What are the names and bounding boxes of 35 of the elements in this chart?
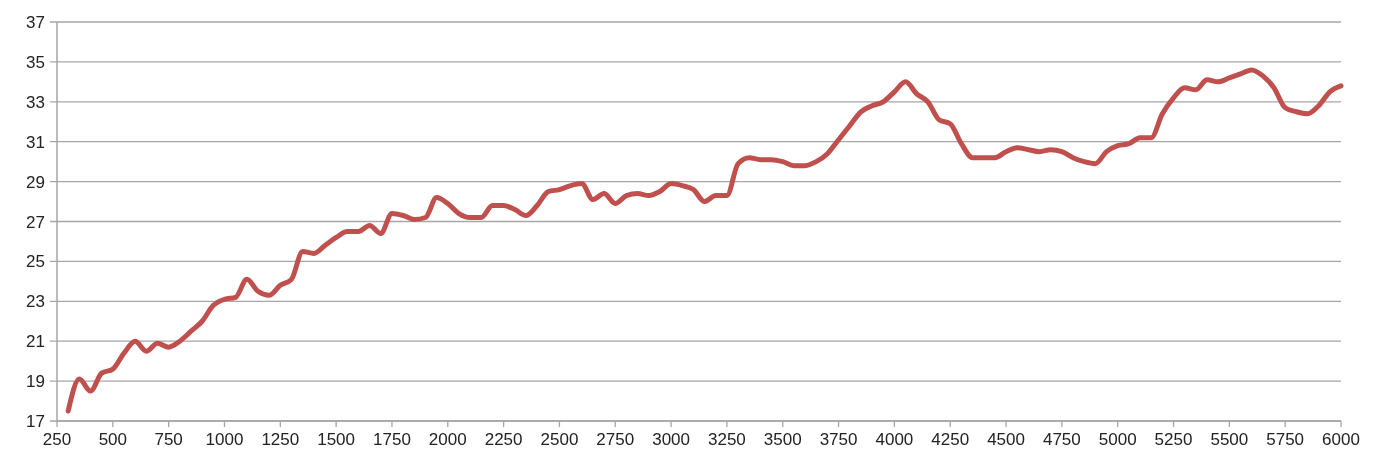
x-tick-label: 6000 [1322, 430, 1360, 449]
x-tick-label: 3750 [819, 430, 858, 449]
x-tick-label: 2250 [484, 430, 523, 449]
x-tick-label: 5500 [1210, 430, 1249, 449]
x-tick-label: 3000 [652, 430, 690, 449]
x-tick-label: 500 [98, 430, 128, 449]
y-tick-label: 21 [26, 332, 45, 352]
x-tick-label: 5250 [1154, 430, 1193, 449]
y-tick-label: 35 [26, 52, 45, 72]
x-tick-label: 4000 [875, 430, 914, 449]
x-tick-label: 1750 [373, 430, 411, 449]
y-tick-label: 17 [26, 412, 45, 431]
x-tick-label: 2750 [596, 430, 635, 449]
y-tick-label: 25 [26, 252, 45, 272]
y-tick-label: 19 [26, 372, 45, 392]
x-tick-label: 1500 [317, 430, 356, 449]
x-tick-label: 2000 [428, 430, 467, 449]
y-tick-label: 37 [26, 13, 45, 32]
x-tick-label: 3250 [708, 430, 746, 449]
y-tick-label: 23 [26, 292, 45, 312]
x-tick-label: 1000 [205, 430, 244, 449]
x-tick-label: 750 [154, 430, 183, 449]
y-tick-label: 31 [26, 132, 45, 152]
x-tick-label: 4500 [987, 430, 1025, 449]
x-tick-label: 2500 [540, 430, 579, 449]
y-tick-label: 29 [26, 172, 45, 192]
x-tick-label: 4250 [931, 430, 970, 449]
x-tick-label: 3500 [763, 430, 802, 449]
y-tick-label: 33 [26, 92, 45, 112]
x-tick-label: 4750 [1042, 430, 1081, 449]
x-tick-label: 250 [42, 430, 72, 449]
x-tick-label: 5000 [1098, 430, 1137, 449]
y-tick-label: 27 [26, 212, 45, 232]
x-tick-label: 1250 [261, 430, 300, 449]
x-tick-label: 5750 [1266, 430, 1305, 449]
